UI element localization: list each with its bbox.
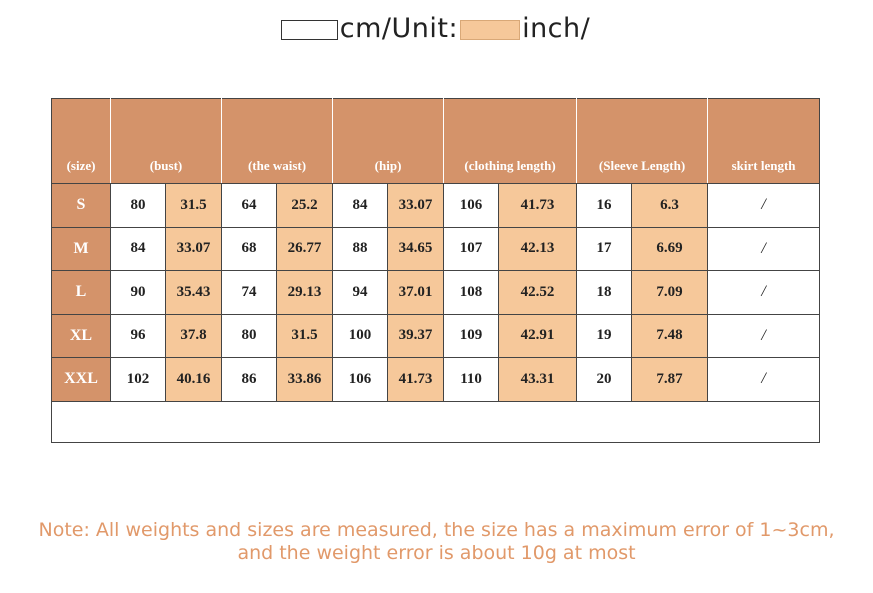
- sleeve-length-cm-cell: 18: [576, 270, 633, 315]
- sleeve-length-cm-cell: 20: [576, 357, 633, 402]
- clothing-length-cm-cell: 107: [443, 226, 500, 271]
- clothing-length-inch-cell: 41.73: [498, 183, 578, 228]
- unit-legend: cm/Unit: inch/: [0, 10, 873, 46]
- clothing-length-inch-cell: 42.52: [498, 270, 578, 315]
- waist-cm-cell: 74: [221, 270, 278, 315]
- waist-cm-cell: 68: [221, 226, 278, 271]
- waist-inch-cell: 31.5: [276, 313, 334, 358]
- hip-inch-cell: 39.37: [387, 313, 445, 358]
- waist-inch-cell: 29.13: [276, 270, 334, 315]
- empty-row: [50, 400, 821, 443]
- clothing-length-inch-cell: 43.31: [498, 357, 578, 402]
- header-size: (size): [51, 98, 111, 184]
- size-chart-table: (size) (bust) (the waist) (hip) (clothin…: [50, 98, 821, 443]
- hip-cm-cell: 84: [332, 183, 389, 228]
- inch-unit-label: inch/: [522, 12, 591, 44]
- sleeve-length-inch-cell: 6.3: [631, 183, 709, 228]
- header-sleeve-length: (Sleeve Length): [576, 98, 709, 184]
- size-cell: XL: [51, 313, 111, 358]
- skirt-length-cell: /: [707, 226, 821, 271]
- sleeve-length-inch-cell: 7.48: [631, 313, 709, 358]
- cm-unit-label: cm/Unit:: [339, 12, 459, 44]
- clothing-length-cm-cell: 110: [443, 357, 500, 402]
- waist-cm-cell: 80: [221, 313, 278, 358]
- header-skirt-length: skirt length: [707, 98, 821, 184]
- bust-inch-cell: 33.07: [164, 226, 223, 271]
- header-clothing-length: (clothing length): [443, 98, 578, 184]
- sleeve-length-inch-cell: 6.69: [631, 226, 709, 271]
- bust-cm-cell: 96: [110, 313, 166, 358]
- clothing-length-inch-cell: 42.91: [498, 313, 578, 358]
- header-waist: (the waist): [221, 98, 334, 184]
- bust-inch-cell: 40.16: [164, 357, 223, 402]
- bust-cm-cell: 80: [110, 183, 166, 228]
- inch-swatch: [460, 19, 521, 40]
- table-row: S 80 31.5 64 25.2 84 33.07 106 41.73 16 6.3/: [51, 183, 821, 228]
- sleeve-length-cm-cell: 16: [576, 183, 633, 228]
- hip-cm-cell: 88: [332, 226, 389, 271]
- header-hip: (hip): [332, 98, 445, 184]
- skirt-length-cell: /: [707, 183, 821, 228]
- header-row: (size) (bust) (the waist) (hip) (clothin…: [51, 98, 821, 184]
- size-cell: M: [51, 226, 111, 271]
- skirt-length-cell: /: [707, 270, 821, 315]
- waist-cm-cell: 64: [221, 183, 278, 228]
- clothing-length-cm-cell: 108: [443, 270, 500, 315]
- measurement-note: Note: All weights and sizes are measured…: [0, 519, 873, 565]
- hip-inch-cell: 37.01: [387, 270, 445, 315]
- bust-cm-cell: 84: [110, 226, 166, 271]
- sleeve-length-inch-cell: 7.87: [631, 357, 709, 402]
- clothing-length-cm-cell: 109: [443, 313, 500, 358]
- empty-cell: [50, 400, 821, 443]
- hip-cm-cell: 94: [332, 270, 389, 315]
- table-row: L 90 35.43 74 29.13 94 37.01 108 42.52 18 7.09/: [51, 270, 821, 315]
- clothing-length-inch-cell: 42.13: [498, 226, 578, 271]
- table-row: XXL 102 40.16 86 33.86 106 41.73 110 43.31 20 7.87…: [51, 357, 821, 402]
- header-bust: (bust): [109, 98, 223, 184]
- skirt-length-cell: /: [707, 357, 821, 402]
- waist-cm-cell: 86: [221, 357, 278, 402]
- bust-inch-cell: 35.43: [164, 270, 223, 315]
- waist-inch-cell: 25.2: [276, 183, 334, 228]
- size-cell: XXL: [51, 357, 111, 402]
- hip-inch-cell: 41.73: [387, 357, 445, 402]
- size-cell: S: [51, 183, 111, 228]
- hip-inch-cell: 33.07: [387, 183, 445, 228]
- bust-cm-cell: 90: [110, 270, 166, 315]
- table-row: XL 96 37.8 80 31.5 100 39.37 109 42.91 19 7.48/: [51, 313, 821, 358]
- table-row: M 84 33.07 68 26.77 88 34.65 107 42.13 17 6.69/: [51, 226, 821, 271]
- bust-cm-cell: 102: [110, 357, 166, 402]
- note-line-2: and the weight error is about 10g at mos…: [237, 542, 636, 564]
- hip-cm-cell: 100: [332, 313, 389, 358]
- sleeve-length-inch-cell: 7.09: [631, 270, 709, 315]
- size-cell: L: [51, 270, 111, 315]
- hip-cm-cell: 106: [332, 357, 389, 402]
- sleeve-length-cm-cell: 19: [576, 313, 633, 358]
- bust-inch-cell: 37.8: [164, 313, 223, 358]
- waist-inch-cell: 26.77: [276, 226, 334, 271]
- waist-inch-cell: 33.86: [276, 357, 334, 402]
- note-line-1: Note: All weights and sizes are measured…: [38, 519, 835, 541]
- hip-inch-cell: 34.65: [387, 226, 445, 271]
- clothing-length-cm-cell: 106: [443, 183, 500, 228]
- sleeve-length-cm-cell: 17: [576, 226, 633, 271]
- cm-swatch: [280, 19, 338, 40]
- bust-inch-cell: 31.5: [164, 183, 223, 228]
- skirt-length-cell: /: [707, 313, 821, 358]
